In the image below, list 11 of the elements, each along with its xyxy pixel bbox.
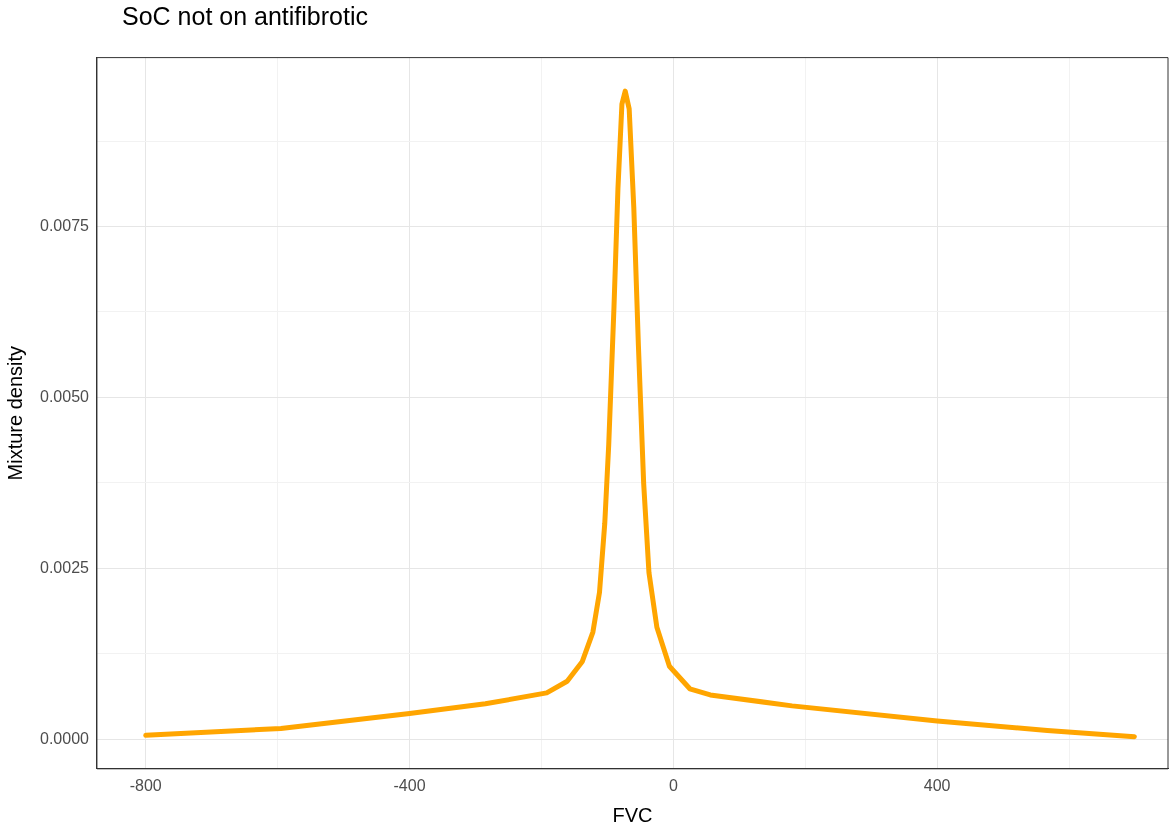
x-tick-label: 0 (668, 776, 678, 794)
y-tick-label: 0.0075 (40, 216, 90, 234)
y-tick-label: 0.0000 (40, 729, 90, 747)
y-tick-label: 0.0050 (40, 387, 90, 405)
x-axis-title: FVC (612, 803, 653, 826)
x-tick-label: 400 (923, 776, 951, 794)
chart-title: SoC not on antifibrotic (122, 2, 368, 31)
x-tick-label: -800 (129, 776, 162, 794)
x-tick-label: -400 (393, 776, 426, 794)
y-tick-label: 0.0025 (40, 558, 90, 576)
y-axis-title: Mixture density (3, 345, 26, 481)
